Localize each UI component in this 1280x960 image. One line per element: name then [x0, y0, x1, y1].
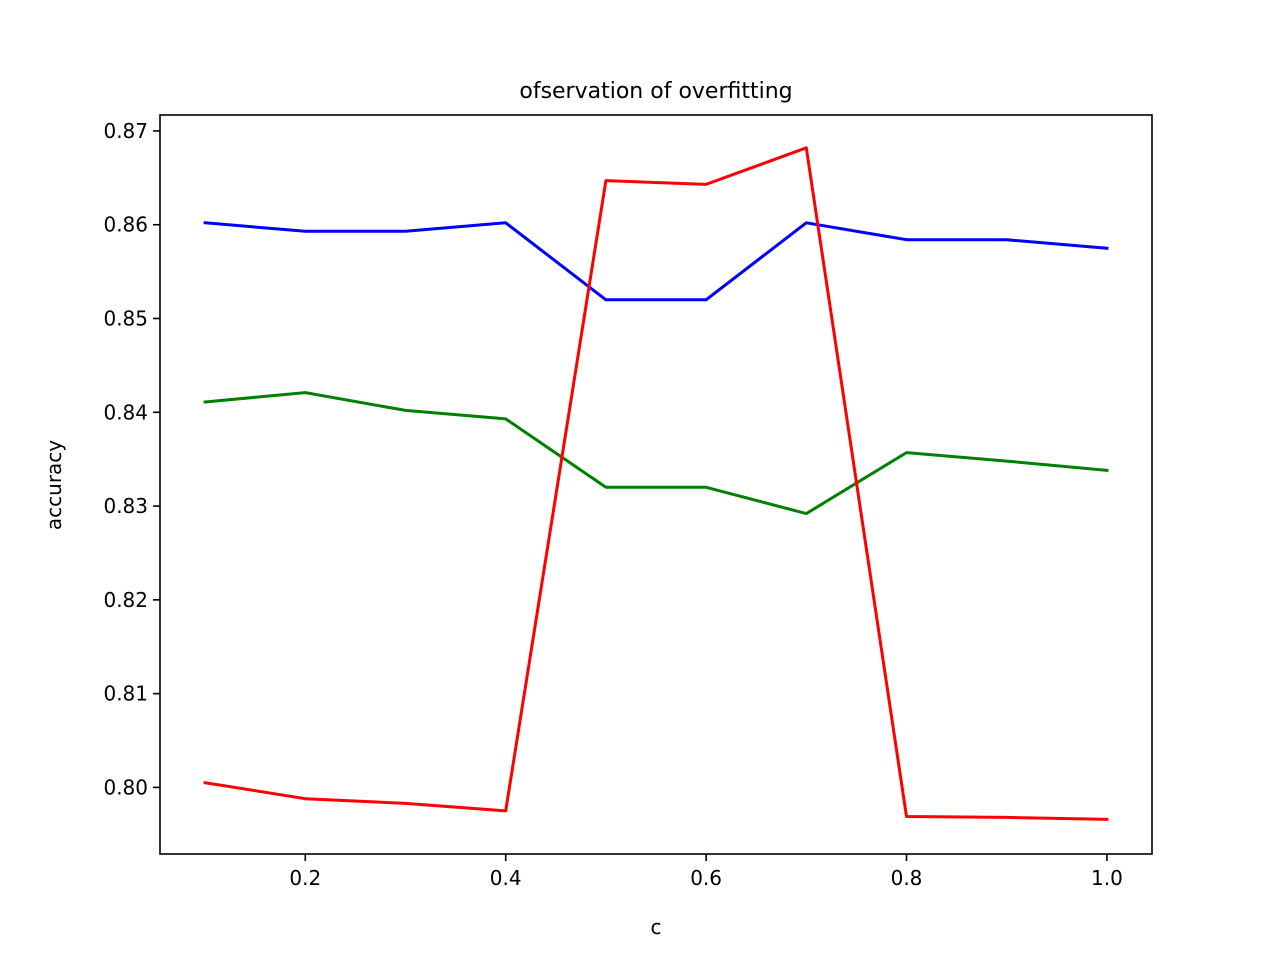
series-line-3 [203, 146, 1109, 821]
series-line-1 [203, 221, 1109, 302]
x-axis-label: c [651, 915, 662, 939]
y-axis: 0.80 0.81 0.82 0.83 0.84 0.85 0.86 0.87 [103, 119, 160, 799]
y-tick-label: 0.84 [103, 400, 148, 424]
y-axis-label: accuracy [42, 440, 66, 530]
plot-frame [159, 114, 1153, 855]
x-tick-label: 0.8 [891, 866, 923, 890]
x-tick-label: 1.0 [1091, 866, 1123, 890]
y-tick-label: 0.80 [103, 775, 148, 799]
x-tick-label: 0.6 [690, 866, 722, 890]
x-axis: 0.2 0.4 0.6 0.8 1.0 [289, 854, 1123, 890]
y-tick-label: 0.81 [103, 682, 148, 706]
y-tick-label: 0.87 [103, 119, 148, 143]
y-tick-label: 0.83 [103, 494, 148, 518]
x-tick-label: 0.4 [490, 866, 522, 890]
series-line-2 [203, 391, 1109, 516]
y-tick-label: 0.86 [103, 213, 148, 237]
y-tick-label: 0.82 [103, 588, 148, 612]
series-layer [203, 146, 1109, 821]
y-tick-label: 0.85 [103, 307, 148, 331]
x-tick-label: 0.2 [289, 866, 321, 890]
chart-title: ofservation of overfitting [519, 79, 792, 104]
